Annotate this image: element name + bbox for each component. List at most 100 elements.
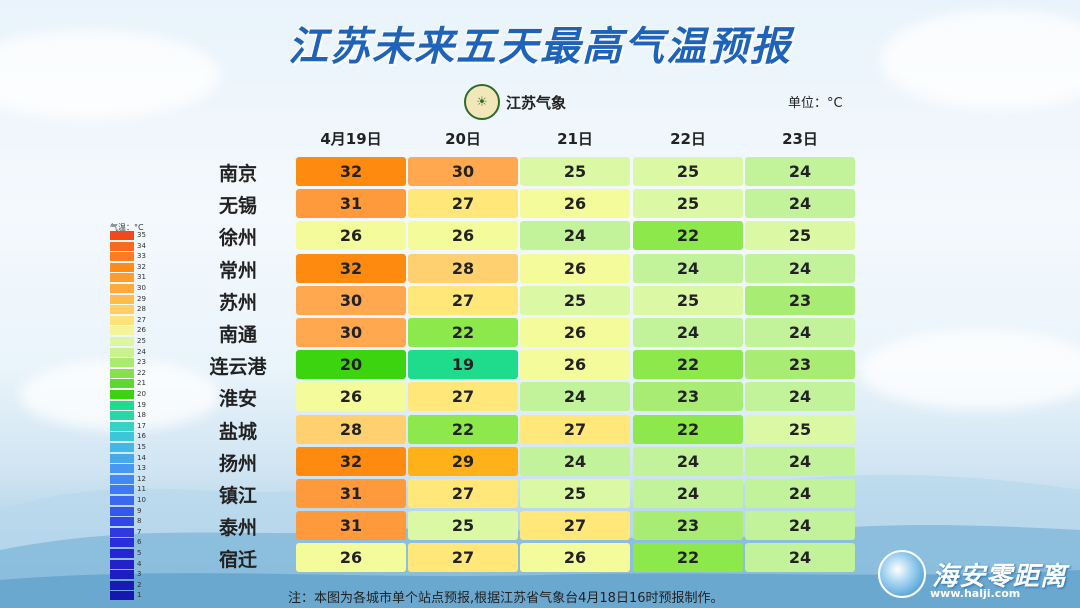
temperature-cell: 25 — [520, 479, 630, 508]
legend-swatch — [110, 305, 134, 315]
legend-swatch — [110, 400, 134, 410]
legend-swatch — [110, 284, 134, 293]
legend-value: 34 — [137, 241, 146, 250]
temperature-cell: 19 — [408, 350, 518, 380]
legend-value: 4 — [137, 559, 142, 568]
legend-value: 3 — [137, 570, 142, 579]
legend-value: 16 — [137, 432, 146, 441]
temperature-cell: 24 — [745, 253, 855, 283]
temperature-cell: 22 — [633, 414, 743, 444]
logo-text: 江苏气象 — [506, 93, 567, 112]
temperature-cell: 28 — [408, 253, 518, 283]
city-name: 扬州 — [218, 452, 257, 475]
temperature-cell: 26 — [296, 543, 406, 573]
legend-swatch — [110, 506, 134, 516]
legend-value: 32 — [137, 262, 146, 271]
legend-value: 1 — [137, 591, 142, 600]
temperature-cell: 25 — [633, 285, 743, 315]
background-mountains — [0, 474, 1080, 608]
temperature-cell: 24 — [745, 446, 855, 476]
temperature-cell: 24 — [745, 189, 855, 219]
legend-value: 2 — [137, 580, 142, 589]
temperature-cell: 30 — [296, 285, 406, 315]
city-name: 南京 — [218, 163, 257, 185]
temperature-cell: 26 — [520, 189, 630, 219]
city-name: 无锡 — [218, 195, 257, 218]
legend-swatch — [110, 464, 134, 474]
legend-swatch — [110, 453, 134, 463]
legend-swatch — [110, 570, 134, 580]
brand-url: www.halji.com — [930, 587, 1021, 600]
legend-swatch — [110, 262, 134, 272]
temperature-cell: 32 — [296, 446, 406, 476]
temperature-cell: 27 — [408, 189, 518, 219]
temperature-cell: 32 — [296, 253, 406, 283]
temperature-cell: 30 — [296, 318, 406, 347]
city-name: 苏州 — [218, 291, 257, 314]
temperature-cell: 31 — [296, 479, 406, 508]
temperature-cell: 27 — [408, 543, 518, 573]
temperature-cell: 26 — [520, 350, 630, 380]
temperature-cell: 25 — [745, 414, 855, 444]
footnote: 注：本图为各城市单个站点预报,根据江苏省气象台4月18日16时预报制作。 — [288, 591, 724, 606]
legend-value: 31 — [137, 273, 146, 282]
temperature-cell: 26 — [296, 382, 406, 412]
logo: ☀ 江苏气象 — [464, 84, 566, 120]
legend-value: 19 — [137, 400, 146, 409]
city-name: 连云港 — [209, 356, 267, 379]
legend-value: 24 — [137, 347, 146, 356]
legend-swatch — [110, 411, 134, 421]
legend-value: 28 — [137, 305, 146, 314]
date-header: 23日 — [782, 130, 818, 148]
legend-value: 27 — [137, 315, 146, 324]
temperature-cell: 25 — [520, 157, 630, 186]
legend-swatch — [110, 538, 134, 548]
legend-swatch — [110, 591, 134, 601]
city-name: 泰州 — [218, 517, 257, 540]
city-name: 淮安 — [218, 388, 257, 411]
temperature-cell: 24 — [633, 318, 743, 347]
page-title: 江苏未来五天最高气温预报 — [288, 24, 792, 70]
temperature-cell: 28 — [296, 414, 406, 444]
legend-swatch — [110, 443, 134, 452]
legend-value: 11 — [137, 485, 146, 494]
temperature-cell: 25 — [745, 221, 855, 251]
temperature-cell: 24 — [633, 446, 743, 476]
legend-swatch — [110, 527, 134, 537]
temperature-cell: 27 — [408, 479, 518, 508]
legend-value: 6 — [137, 538, 142, 547]
temperature-cell: 26 — [520, 253, 630, 283]
city-name: 徐州 — [218, 227, 257, 250]
unit-label: 单位：°C — [788, 96, 843, 111]
temperature-cell: 27 — [408, 285, 518, 315]
temperature-cell: 27 — [520, 414, 630, 444]
legend-swatch — [110, 241, 134, 251]
legend-value: 14 — [137, 453, 146, 462]
temperature-cell: 24 — [745, 382, 855, 412]
temperature-cell: 20 — [296, 350, 406, 380]
legend-value: 22 — [137, 368, 146, 377]
legend-swatch — [110, 474, 134, 484]
date-header: 20日 — [445, 130, 481, 148]
temperature-cell: 23 — [745, 285, 855, 315]
legend-swatch — [110, 231, 134, 240]
legend-value: 30 — [137, 284, 146, 292]
legend-value: 9 — [137, 506, 142, 515]
temperature-cell: 24 — [633, 479, 743, 508]
background-cloud — [0, 30, 220, 120]
legend-swatch — [110, 358, 134, 368]
temperature-cell: 25 — [408, 511, 518, 541]
legend-swatch — [110, 496, 134, 505]
temperature-cell: 24 — [745, 318, 855, 347]
temperature-cell: 30 — [408, 157, 518, 186]
city-name: 南通 — [218, 324, 257, 346]
date-header: 21日 — [557, 130, 593, 148]
temperature-cell: 24 — [745, 157, 855, 186]
temperature-cell: 32 — [296, 157, 406, 186]
city-name: 镇江 — [218, 485, 257, 507]
legend-value: 21 — [137, 379, 146, 388]
background-cloud — [880, 10, 1080, 110]
legend-value: 8 — [137, 517, 142, 526]
temperature-cell: 22 — [408, 318, 518, 347]
legend-swatch — [110, 368, 134, 378]
